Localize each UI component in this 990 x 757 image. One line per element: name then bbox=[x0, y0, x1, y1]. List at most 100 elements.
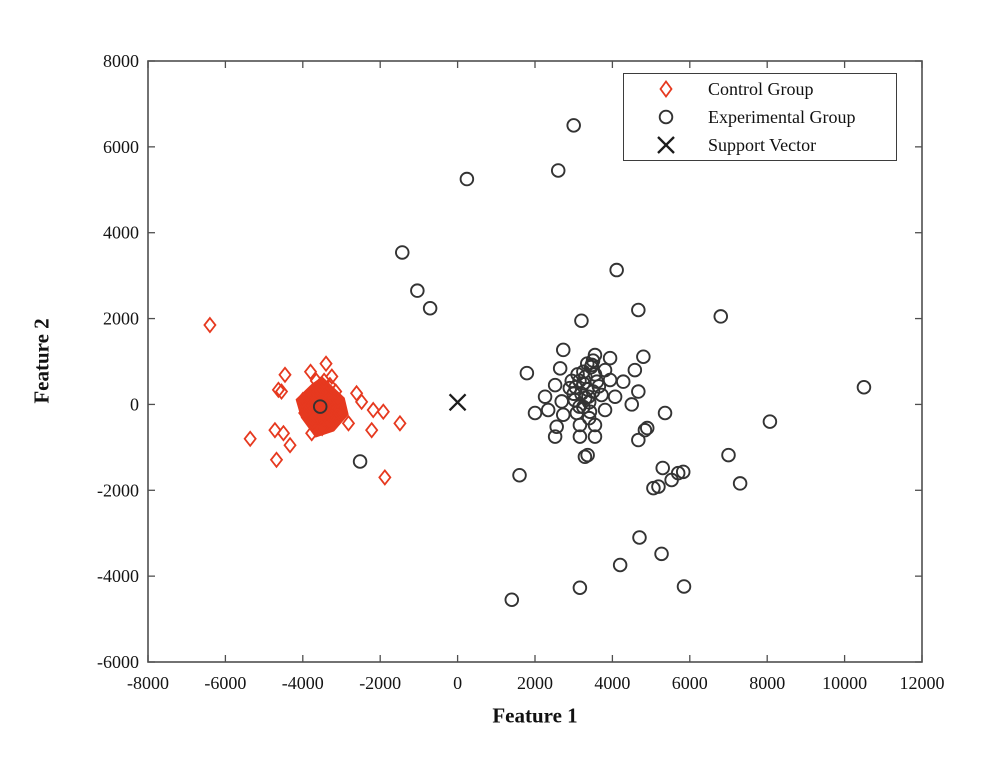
x-tick-label: 8000 bbox=[749, 673, 785, 693]
experimental-group-point bbox=[566, 118, 581, 133]
x-tick-label: 0 bbox=[453, 673, 462, 693]
experimental-group-point bbox=[721, 447, 736, 463]
x-tick-label: 4000 bbox=[594, 673, 630, 693]
experimental-group-point bbox=[537, 389, 553, 404]
control-group-point bbox=[319, 398, 333, 416]
experimental-group-point bbox=[856, 380, 872, 395]
control-group-point bbox=[274, 383, 289, 401]
experimental-group-point bbox=[631, 432, 646, 448]
experimental-group-point bbox=[762, 414, 778, 429]
x-tick-label: 10000 bbox=[822, 673, 867, 693]
experimental-group-point bbox=[583, 359, 599, 375]
control-group-diamond-icon bbox=[659, 79, 673, 99]
experimental-group-point bbox=[574, 313, 589, 328]
experimental-group-point bbox=[631, 384, 646, 399]
experimental-group-point bbox=[713, 309, 729, 324]
experimental-group-point bbox=[732, 476, 748, 491]
control-group-point bbox=[366, 401, 380, 419]
y-tick-label: -4000 bbox=[97, 566, 139, 586]
support-vector-point bbox=[448, 393, 467, 412]
experimental-group-point bbox=[550, 163, 566, 178]
control-group-point bbox=[365, 421, 379, 439]
experimental-group-point bbox=[585, 353, 601, 368]
x-tick-label: -8000 bbox=[127, 673, 169, 693]
y-tick-label: 6000 bbox=[103, 137, 139, 157]
experimental-group-point bbox=[556, 407, 571, 422]
x-tick-label: 12000 bbox=[900, 673, 945, 693]
legend-row-control-group: Control Group bbox=[650, 77, 896, 102]
experimental-group-point bbox=[639, 420, 655, 436]
experimental-group-point bbox=[547, 429, 563, 444]
experimental-group-point bbox=[664, 472, 679, 488]
experimental-group-point bbox=[577, 449, 593, 465]
experimental-group-point bbox=[504, 592, 520, 608]
experimental-group-point bbox=[527, 405, 543, 421]
control-group-point bbox=[376, 403, 390, 421]
experimental-group-point bbox=[654, 546, 669, 562]
control-group-point bbox=[319, 380, 333, 398]
experimental-group-point bbox=[609, 262, 624, 278]
y-tick-label: 4000 bbox=[103, 223, 139, 243]
x-tick-label: 6000 bbox=[672, 673, 708, 693]
control-group-point bbox=[283, 436, 297, 454]
experimental-group-point bbox=[636, 349, 651, 365]
control-group-point bbox=[315, 419, 329, 437]
control-group-point bbox=[321, 415, 335, 433]
experimental-group-point bbox=[675, 464, 691, 480]
control-group-point bbox=[329, 383, 343, 401]
experimental-group-point bbox=[572, 417, 588, 433]
experimental-group-point bbox=[352, 454, 368, 469]
control-group-point bbox=[243, 430, 257, 448]
experimental-group-point bbox=[612, 557, 628, 573]
legend-row-experimental-group: Experimental Group bbox=[650, 105, 896, 130]
experimental-group-point bbox=[597, 402, 613, 418]
control-group-point bbox=[305, 424, 319, 442]
control-group-point bbox=[354, 393, 369, 411]
experimental-group-point bbox=[615, 374, 631, 389]
y-tick-label: -6000 bbox=[97, 652, 139, 672]
experimental-group-point bbox=[556, 342, 571, 358]
experimental-group-point bbox=[631, 302, 646, 318]
experimental-group-point bbox=[646, 480, 661, 496]
experimental-group-point bbox=[632, 530, 647, 545]
control-group-point bbox=[278, 366, 292, 384]
x-tick-label: -6000 bbox=[204, 673, 246, 693]
y-tick-label: 2000 bbox=[103, 309, 139, 329]
control-group-point bbox=[271, 381, 286, 399]
plot-box bbox=[147, 60, 923, 663]
experimental-group-point bbox=[572, 580, 588, 595]
control-group-point bbox=[276, 424, 291, 442]
experimental-group-point bbox=[395, 245, 410, 260]
experimental-group-point bbox=[540, 402, 556, 418]
control-group-point bbox=[301, 387, 316, 405]
support-vector-x-icon bbox=[657, 136, 675, 154]
legend-row-support-vector: Support Vector bbox=[650, 133, 896, 158]
experimental-group-point bbox=[422, 301, 438, 316]
experimental-group-point bbox=[552, 361, 568, 376]
experimental-group-point bbox=[627, 362, 643, 378]
control-group-point bbox=[378, 468, 392, 486]
experimental-group-point bbox=[572, 429, 588, 444]
legend-label-support-vector: Support Vector bbox=[708, 134, 817, 155]
control-group-point bbox=[332, 404, 347, 422]
experimental-group-point bbox=[657, 405, 673, 421]
experimental-group-point bbox=[602, 350, 618, 366]
x-tick-label: 2000 bbox=[517, 673, 553, 693]
x-axis-label: Feature 1 bbox=[492, 703, 578, 728]
experimental-group-point bbox=[587, 429, 603, 444]
control-group-point bbox=[393, 414, 407, 432]
control-group-point bbox=[305, 413, 320, 431]
experimental-group-point bbox=[519, 365, 535, 381]
x-tick-label: -4000 bbox=[282, 673, 324, 693]
experimental-group-point bbox=[410, 283, 425, 298]
control-group-point bbox=[269, 451, 284, 469]
legend-label-experimental-group: Experimental Group bbox=[708, 106, 856, 127]
y-tick-label: 8000 bbox=[103, 51, 139, 71]
experimental-group-point bbox=[547, 377, 563, 393]
experimental-group-point bbox=[566, 386, 581, 401]
control-group-point bbox=[300, 395, 314, 413]
control-group-point bbox=[298, 404, 312, 422]
experimental-group-point bbox=[512, 468, 527, 483]
